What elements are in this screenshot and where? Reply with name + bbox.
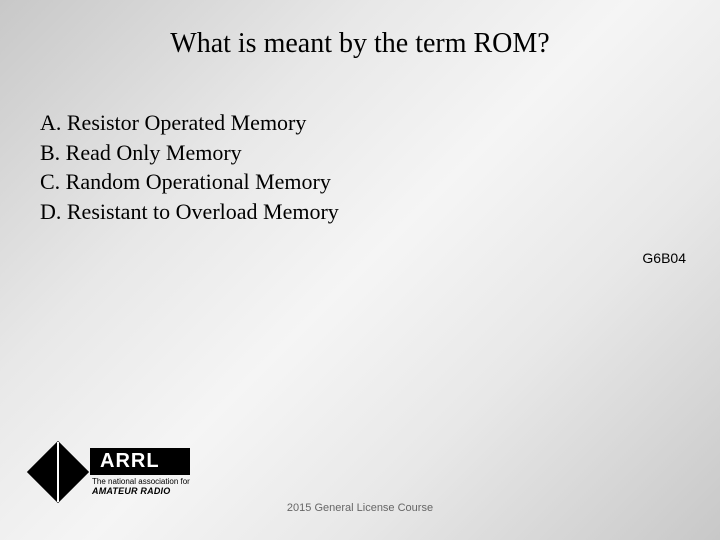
- arrl-diamond-icon: [27, 441, 89, 503]
- arrl-logo: ARRL The national association for AMATEU…: [36, 448, 190, 496]
- tagline-bottom: AMATEUR RADIO: [92, 486, 170, 496]
- choice-b: B. Read Only Memory: [40, 138, 339, 168]
- question-code: G6B04: [642, 250, 686, 266]
- choice-c: C. Random Operational Memory: [40, 167, 339, 197]
- choice-d: D. Resistant to Overload Memory: [40, 197, 339, 227]
- choice-a: A. Resistor Operated Memory: [40, 108, 339, 138]
- footer-text: 2015 General License Course: [0, 502, 720, 514]
- answer-choices: A. Resistor Operated Memory B. Read Only…: [40, 108, 339, 227]
- arrl-text-wrap: ARRL The national association for AMATEU…: [90, 448, 190, 496]
- tagline-top: The national association for: [92, 477, 190, 486]
- arrl-tagline: The national association for AMATEUR RAD…: [92, 477, 190, 496]
- arrl-wordmark: ARRL: [90, 448, 190, 475]
- slide-title: What is meant by the term ROM?: [0, 0, 720, 60]
